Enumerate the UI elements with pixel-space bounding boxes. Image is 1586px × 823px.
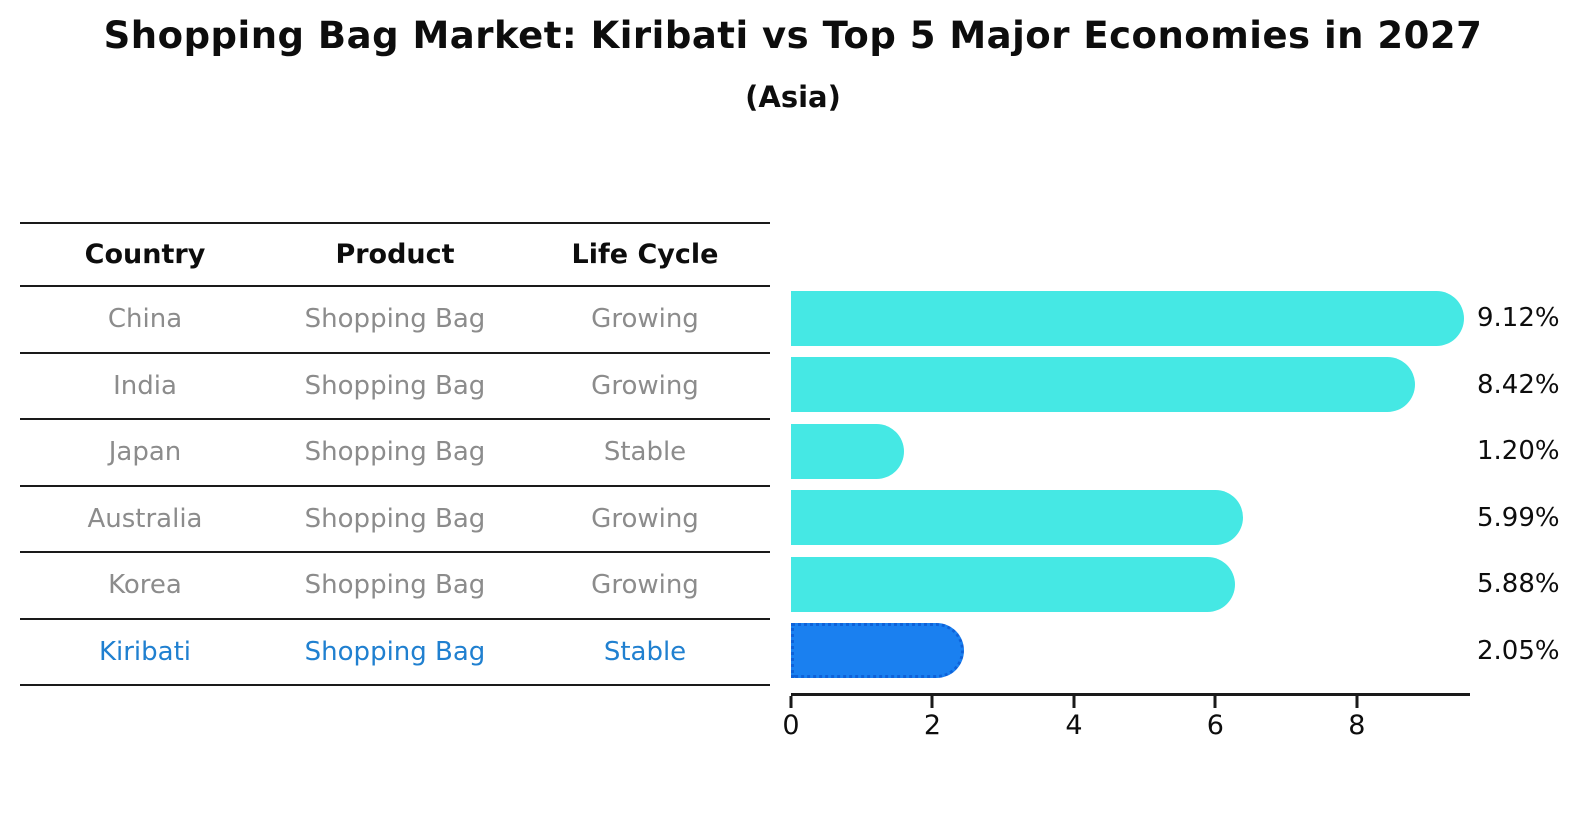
x-axis-tick [930, 696, 934, 708]
value-label-column: 9.12% 8.42% 1.20% 5.99% 5.88% 2.05% [1477, 285, 1560, 684]
life-cycle-cell: Growing [591, 570, 699, 601]
value-label: 9.12% [1477, 303, 1560, 334]
bar-row [791, 418, 1470, 485]
table-row: India Shopping Bag Growing [20, 354, 770, 420]
product-cell: Shopping Bag [304, 437, 486, 468]
bar-kiribati [791, 623, 964, 678]
x-axis-tick-label: 4 [1065, 710, 1083, 741]
country-cell: Japan [108, 437, 182, 468]
life-cycle-cell: Growing [591, 503, 699, 534]
chart-title: Shopping Bag Market: Kiribati vs Top 5 M… [103, 14, 1483, 57]
header-product: Product [335, 239, 455, 270]
life-cycle-cell: Stable [603, 437, 687, 468]
table-row: Australia Shopping Bag Growing [20, 487, 770, 553]
header-country: Country [84, 239, 206, 270]
header-life-cycle: Life Cycle [571, 239, 719, 270]
bar-row [791, 285, 1470, 352]
table-row: Japan Shopping Bag Stable [20, 420, 770, 487]
country-cell: Australia [87, 503, 203, 534]
product-cell: Shopping Bag [304, 570, 486, 601]
product-cell: Shopping Bag [304, 636, 486, 667]
bar-plot: 0 2 4 6 8 [782, 285, 1470, 741]
bar-row [791, 485, 1470, 552]
value-label: 5.88% [1477, 569, 1560, 600]
x-axis-tick-label: 6 [1206, 710, 1224, 741]
country-cell: Korea [108, 570, 182, 601]
x-axis-line [791, 693, 1470, 696]
country-cell: India [113, 370, 177, 401]
bar-china [791, 290, 1465, 346]
table-row: China Shopping Bag Growing [20, 287, 770, 354]
data-table: Country Product Life Cycle China Shoppin… [20, 222, 770, 686]
x-axis-tick [1355, 696, 1359, 708]
table-header-row: Country Product Life Cycle [20, 224, 770, 287]
x-axis-tick [789, 696, 793, 708]
value-label: 5.99% [1477, 502, 1560, 533]
bar-japan [791, 423, 904, 479]
country-cell: Kiribati [98, 636, 192, 667]
bar-row [791, 618, 1470, 685]
product-cell: Shopping Bag [304, 304, 486, 335]
bar-india [791, 357, 1415, 412]
table-row-highlighted: Kiribati Shopping Bag Stable [20, 620, 770, 686]
bar-row [791, 352, 1470, 419]
life-cycle-cell: Growing [591, 370, 699, 401]
x-axis-tick [1213, 696, 1217, 708]
life-cycle-cell: Stable [603, 636, 687, 667]
value-label: 1.20% [1477, 436, 1560, 467]
x-axis-tick [1072, 696, 1076, 708]
bar-korea [791, 556, 1235, 612]
product-cell: Shopping Bag [304, 503, 486, 534]
product-cell: Shopping Bag [304, 370, 486, 401]
bar-australia [791, 490, 1243, 545]
x-axis-tick-label: 0 [782, 710, 800, 741]
value-label: 8.42% [1477, 369, 1560, 400]
country-cell: China [107, 304, 183, 335]
bar-row [791, 551, 1470, 618]
value-label: 2.05% [1477, 635, 1560, 666]
x-axis-tick-label: 8 [1348, 710, 1366, 741]
life-cycle-cell: Growing [591, 304, 699, 335]
x-axis-tick-label: 2 [923, 710, 942, 741]
table-row: Korea Shopping Bag Growing [20, 553, 770, 620]
chart-subtitle: (Asia) [745, 80, 841, 114]
